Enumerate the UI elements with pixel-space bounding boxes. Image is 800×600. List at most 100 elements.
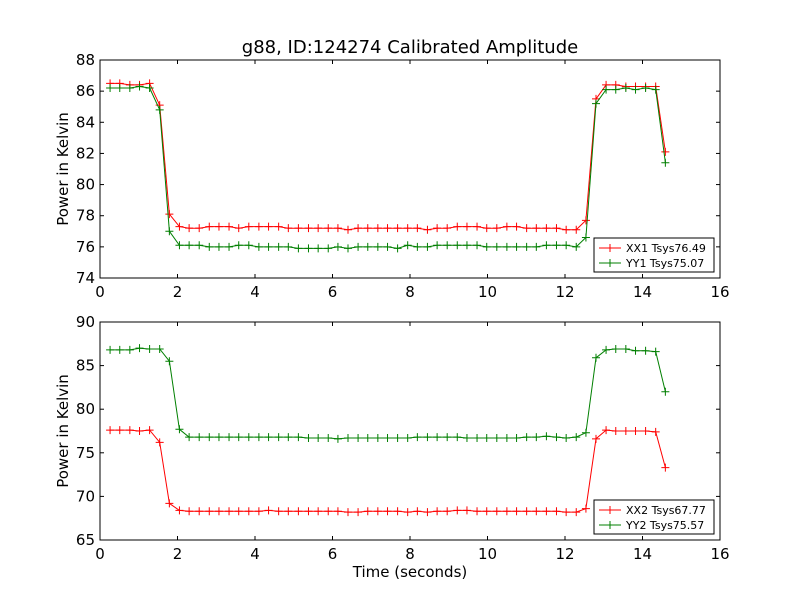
plot-top: 0 2 4 6 8 10 12 14 16 74 76 78 80 82 84 86 88 Power in Ke… <box>54 51 730 301</box>
x-tick-label: 4 <box>250 545 260 563</box>
data-point <box>592 434 600 443</box>
data-point <box>234 241 243 250</box>
data-point <box>592 353 600 362</box>
data-point <box>175 425 184 434</box>
data-point <box>333 224 342 233</box>
data-point <box>621 345 630 354</box>
x-tick-label: 10 <box>478 283 497 301</box>
data-point <box>532 242 541 251</box>
chart-title: g88, ID:124274 Calibrated Amplitude <box>242 37 578 58</box>
data-point <box>106 84 115 93</box>
legend: XX2 Tsys67.77 YY2 Tsys75.57 <box>593 499 715 535</box>
data-point <box>115 84 124 93</box>
x-tick-label: 16 <box>710 283 729 301</box>
data-point <box>393 244 402 253</box>
x-tick-label: 16 <box>710 545 729 563</box>
data-point <box>254 242 263 251</box>
data-point <box>562 225 571 234</box>
data-point <box>482 507 491 516</box>
data-point <box>482 242 491 251</box>
data-point <box>423 433 432 442</box>
data-point <box>462 506 471 515</box>
data-point <box>234 433 243 442</box>
data-point <box>542 432 551 441</box>
y-tick-label: 78 <box>76 207 95 225</box>
x-tick-label: 12 <box>555 545 574 563</box>
data-point <box>165 499 174 508</box>
data-point <box>542 241 551 250</box>
data-point <box>324 224 333 233</box>
data-point <box>264 506 273 515</box>
data-point <box>542 507 551 516</box>
data-point <box>602 345 611 354</box>
legend-marker <box>606 259 614 267</box>
legend-box <box>593 237 715 273</box>
data-point <box>532 433 541 442</box>
data-point <box>145 426 154 435</box>
data-point <box>185 224 194 233</box>
data-point <box>165 210 174 219</box>
data-point <box>433 241 442 250</box>
data-point <box>244 433 253 442</box>
data-point <box>611 345 620 354</box>
data-point <box>333 507 342 516</box>
data-point <box>125 345 134 354</box>
data-point <box>661 387 670 396</box>
data-point <box>106 345 115 354</box>
data-point <box>354 242 363 251</box>
data-point <box>244 507 253 516</box>
data-point <box>413 507 422 516</box>
data-point <box>512 507 521 516</box>
data-point <box>433 433 442 442</box>
data-point <box>453 433 462 442</box>
x-tick-label: 2 <box>173 283 183 301</box>
data-point <box>443 224 452 233</box>
data-point <box>155 438 164 447</box>
y-tick-label: 86 <box>76 82 95 100</box>
data-point <box>324 244 333 253</box>
data-point <box>145 345 154 354</box>
data-point <box>304 244 313 253</box>
data-point <box>631 427 640 435</box>
data-point <box>284 224 293 233</box>
legend-box <box>593 499 715 535</box>
data-point <box>572 508 581 517</box>
data-point <box>393 433 402 442</box>
plot-bottom: 0 2 4 6 8 10 12 14 16 65 70 75 80 85 90 Power in Kelvin… <box>54 313 730 581</box>
data-point <box>473 241 482 250</box>
data-point <box>106 426 115 435</box>
data-point <box>264 242 273 251</box>
data-point <box>393 224 402 233</box>
data-point <box>244 241 253 250</box>
legend-label: XX1 Tsys76.49 <box>626 242 706 255</box>
data-point <box>552 433 561 442</box>
data-point <box>274 242 283 251</box>
y-axis-label: Power in Kelvin <box>54 374 72 488</box>
data-point <box>631 85 640 94</box>
data-point <box>205 433 214 442</box>
data-point <box>135 427 144 435</box>
data-point <box>512 242 521 251</box>
data-point <box>294 507 303 516</box>
data-point <box>522 242 531 251</box>
data-point <box>165 357 174 366</box>
y-tick-label: 76 <box>76 238 95 256</box>
y-tick-label: 85 <box>76 357 95 375</box>
data-point <box>294 433 303 442</box>
data-point <box>344 225 352 234</box>
data-point <box>185 433 194 442</box>
data-point <box>443 507 452 516</box>
data-point <box>641 84 650 93</box>
y-tick-label: 84 <box>76 113 95 131</box>
data-point <box>522 507 531 516</box>
y-tick-label: 75 <box>76 444 95 462</box>
data-point <box>532 507 541 516</box>
data-point <box>234 507 243 516</box>
legend-label: YY2 Tsys75.57 <box>625 519 704 532</box>
data-point <box>413 224 422 233</box>
data-point <box>225 507 234 516</box>
data-point <box>185 507 194 516</box>
data-point <box>482 433 491 442</box>
data-point <box>195 224 204 233</box>
